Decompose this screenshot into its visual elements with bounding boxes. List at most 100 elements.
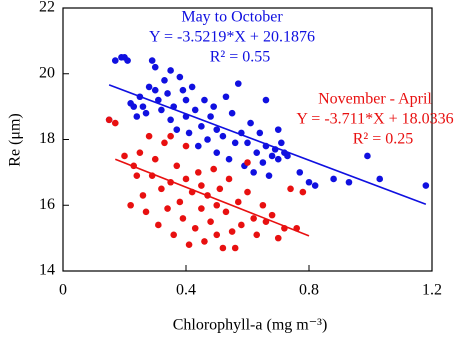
point <box>105 116 113 124</box>
x-tick-label: 0 <box>59 282 67 299</box>
point <box>274 155 282 163</box>
point <box>201 96 208 104</box>
point <box>155 221 162 229</box>
point <box>167 67 174 74</box>
point <box>262 96 270 104</box>
x-axis-label: Chlorophyll-a (mg m⁻³) <box>173 317 328 334</box>
point <box>213 231 221 239</box>
point <box>130 103 138 110</box>
point <box>151 63 159 71</box>
x-tick-label: 0.4 <box>176 282 196 299</box>
point <box>167 132 174 140</box>
point <box>191 224 199 232</box>
point <box>176 73 184 81</box>
point <box>207 113 214 120</box>
point <box>299 188 307 196</box>
point <box>179 86 187 94</box>
point <box>422 182 430 189</box>
point <box>210 103 217 110</box>
point <box>201 238 208 245</box>
point <box>145 83 153 91</box>
point <box>231 139 239 147</box>
point <box>213 126 221 133</box>
point <box>250 169 257 176</box>
point <box>222 93 230 101</box>
point <box>161 139 168 147</box>
point <box>151 86 159 94</box>
point <box>148 57 156 64</box>
y-tick-label: 18 <box>39 130 55 147</box>
point <box>256 129 264 137</box>
point <box>142 208 150 216</box>
annotation: May to October <box>181 9 283 26</box>
point <box>268 152 276 160</box>
y-tick-label: 16 <box>39 196 55 213</box>
y-tick-label: 14 <box>39 262 55 279</box>
point <box>133 172 141 179</box>
point <box>244 159 251 166</box>
point <box>253 149 261 156</box>
point <box>376 175 384 183</box>
point <box>287 185 294 193</box>
x-tick-label: 0.8 <box>299 282 319 299</box>
point <box>151 155 159 163</box>
annotation: November - April <box>318 91 432 108</box>
point <box>182 96 190 104</box>
point <box>330 175 337 183</box>
point <box>111 119 119 127</box>
point <box>133 113 141 120</box>
point <box>234 80 242 87</box>
point <box>188 83 196 91</box>
point <box>213 149 221 156</box>
y-tick-label: 20 <box>39 64 55 81</box>
point <box>198 182 205 189</box>
annotation: R² = 0.55 <box>210 49 271 66</box>
point <box>207 218 214 225</box>
point <box>268 211 276 219</box>
point <box>345 178 353 186</box>
annotation: Y = -3.711*X + 18.0336 <box>296 111 453 128</box>
point <box>284 152 291 160</box>
point <box>250 215 257 222</box>
annotation: Y = -3.5219*X + 20.1876 <box>149 29 315 46</box>
point <box>259 159 267 166</box>
point <box>142 109 150 117</box>
point <box>219 132 227 140</box>
point <box>179 215 187 222</box>
point <box>253 231 261 239</box>
point <box>155 96 162 104</box>
point <box>136 149 144 156</box>
point <box>170 231 177 239</box>
y-axis-label: Re (μm) <box>7 113 24 166</box>
point <box>228 109 236 117</box>
point <box>176 198 184 206</box>
point <box>216 185 224 193</box>
point <box>204 136 211 143</box>
point <box>213 201 221 209</box>
point <box>139 192 147 199</box>
point <box>139 103 147 110</box>
point <box>164 205 171 212</box>
point <box>265 172 273 179</box>
point <box>164 90 171 97</box>
point <box>161 77 168 84</box>
point <box>191 106 199 114</box>
point <box>274 234 282 242</box>
point <box>225 175 233 183</box>
point <box>185 241 193 248</box>
point <box>127 201 134 209</box>
point <box>195 142 202 150</box>
point <box>198 205 205 212</box>
point <box>185 129 193 137</box>
annotation: R² = 0.25 <box>353 131 414 148</box>
point <box>305 178 313 186</box>
point <box>167 116 174 124</box>
point <box>231 244 239 252</box>
x-tick-label: 1.2 <box>422 282 442 299</box>
point <box>111 57 119 64</box>
point <box>259 201 267 209</box>
point <box>182 142 190 150</box>
point <box>158 106 165 114</box>
point <box>247 119 254 127</box>
